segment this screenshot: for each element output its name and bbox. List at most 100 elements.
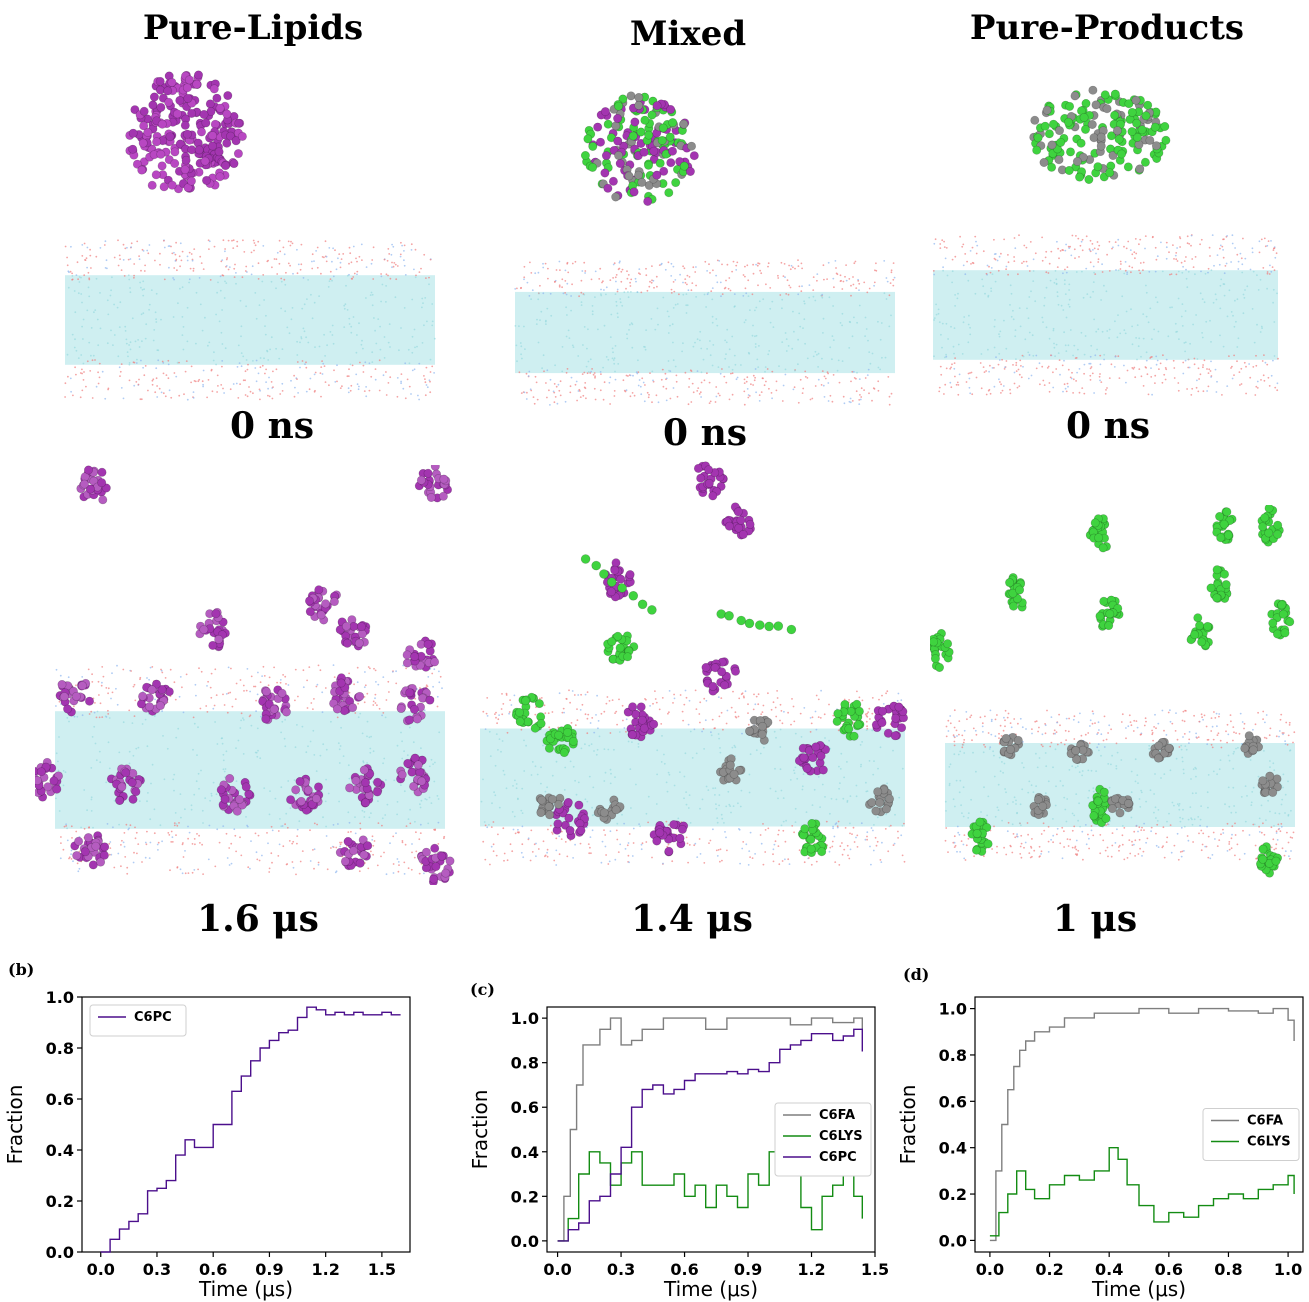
lipid-molecule — [414, 465, 452, 503]
column-title-pure-lipids: Pure-Lipids — [142, 8, 364, 48]
x-tick-label: 0.4 — [1095, 1260, 1123, 1279]
molecule-chain — [580, 554, 657, 615]
membrane-slab — [55, 664, 446, 876]
lipid-molecule — [335, 835, 373, 871]
series-line-c6pc — [557, 1028, 863, 1242]
x-axis-label: Time (μs) — [198, 1277, 293, 1301]
lipid-molecule — [258, 685, 291, 725]
time-label-bottom-1: 1.4 μs — [631, 898, 753, 940]
x-tick-label: 0.3 — [143, 1260, 171, 1279]
lipid-molecule — [76, 465, 111, 505]
x-axis-label: Time (μs) — [1091, 1277, 1186, 1301]
y-tick-label: 1.0 — [511, 1009, 539, 1028]
micelle-products — [1029, 85, 1171, 185]
y-tick-label: 0.6 — [511, 1098, 539, 1117]
chart-c-mixed-fraction: 0.0 0.3 0.6 0.9 1.2 1.5 0.0 0.2 0.4 0.6 0.8 1.0 Time… — [468, 1006, 889, 1301]
column-title-mixed: Mixed — [629, 14, 747, 54]
membrane-slab — [944, 709, 1296, 861]
product-molecule — [542, 723, 579, 758]
snapshot-pure-lipids-0ns — [64, 70, 436, 401]
product-molecule-grey — [1240, 731, 1263, 758]
legend-entry: C6LYS — [1247, 1135, 1291, 1150]
product-molecule — [930, 629, 954, 673]
micelle-lipids — [125, 70, 247, 194]
product-molecule — [1255, 842, 1282, 878]
legend-entry: C6LYS — [819, 1129, 863, 1144]
x-tick-label: 0.6 — [199, 1260, 227, 1279]
product-molecule-grey — [1029, 792, 1051, 820]
product-molecule — [1088, 784, 1114, 828]
x-tick-label: 0.9 — [734, 1260, 762, 1279]
column-title-pure-products: Pure-Products — [969, 8, 1245, 48]
series-line-c6lys — [557, 1128, 863, 1242]
lipid-molecule — [601, 558, 635, 602]
lipid-molecule — [871, 701, 908, 741]
lipid-molecule — [329, 673, 365, 716]
lipid-molecule — [396, 683, 435, 726]
lipid-molecule — [136, 679, 174, 716]
product-molecule — [603, 631, 639, 665]
product-molecule-grey — [1066, 739, 1093, 765]
lipid-molecule — [345, 764, 386, 808]
series-line-c6pc — [100, 1006, 401, 1253]
lipid-molecule — [396, 753, 431, 797]
y-tick-label: 0.0 — [511, 1232, 539, 1251]
product-molecule — [832, 699, 865, 741]
membrane-slab — [514, 259, 896, 406]
product-molecule — [511, 692, 546, 733]
product-molecule-grey — [535, 793, 565, 820]
x-tick-label: 0.0 — [976, 1260, 1004, 1279]
y-tick-label: 0.8 — [46, 1039, 74, 1058]
time-label-top-1: 0 ns — [662, 412, 748, 454]
x-tick-label: 0.6 — [1155, 1260, 1183, 1279]
panel-label-d: (d) — [903, 965, 930, 984]
snapshot-pure-products-1us — [930, 505, 1296, 878]
y-tick-label: 0.2 — [939, 1185, 967, 1204]
lipid-molecule — [693, 461, 728, 501]
product-molecule-grey — [593, 795, 625, 824]
product-molecule — [1095, 595, 1124, 631]
legend: C6FA C6LYS C6PC — [774, 1102, 872, 1177]
lipid-molecule — [55, 678, 94, 717]
lipid-molecule — [286, 774, 324, 815]
legend-entry: C6PC — [134, 1010, 172, 1025]
panel-label-c: (c) — [470, 980, 495, 999]
lipid-molecule — [335, 615, 371, 651]
time-label-top-0: 0 ns — [229, 405, 315, 447]
plot-frame — [81, 996, 411, 1253]
product-molecule-grey — [1257, 771, 1282, 798]
y-tick-label: 0.2 — [511, 1187, 539, 1206]
lipid-molecule — [701, 657, 740, 696]
y-tick-label: 0.8 — [939, 1046, 967, 1065]
product-molecule — [1085, 514, 1111, 553]
plot-frame — [546, 1006, 876, 1253]
y-tick-label: 1.0 — [939, 1000, 967, 1019]
lipid-molecule — [623, 702, 659, 742]
snapshot-mixed-0ns — [514, 91, 896, 406]
y-axis-label: Fraction — [896, 1085, 920, 1165]
time-label-bottom-2: 1 μs — [1052, 898, 1138, 940]
x-tick-label: 1.2 — [311, 1260, 339, 1279]
x-tick-label: 1.2 — [797, 1260, 825, 1279]
snapshot-pure-products-0ns — [932, 85, 1279, 396]
y-tick-label: 0.4 — [46, 1141, 74, 1160]
x-tick-label: 0.6 — [670, 1260, 698, 1279]
product-molecule-grey — [1148, 737, 1175, 763]
product-molecule — [1212, 507, 1237, 545]
panel-label-b: (b) — [8, 960, 35, 979]
membrane-slab — [932, 234, 1279, 396]
lipid-molecule — [216, 773, 255, 816]
lipid-molecule — [416, 843, 455, 885]
lipid-molecule — [402, 636, 440, 672]
chart-d-products-fraction: 0.0 0.2 0.4 0.6 0.8 1.0 0.0 0.2 0.4 0.6 0.8 1.0 Time… — [896, 996, 1304, 1301]
lipid-molecule — [304, 585, 341, 625]
lipid-molecule — [649, 820, 689, 857]
series-line-c6fa — [989, 1007, 1295, 1242]
lipid-molecule — [70, 831, 110, 870]
molecule-chain — [716, 609, 797, 635]
product-molecule — [1004, 573, 1027, 612]
lipid-molecule — [551, 797, 590, 841]
legend-entry: C6FA — [1247, 1114, 1283, 1129]
product-molecule — [1186, 613, 1214, 651]
y-axis-label: Fraction — [468, 1090, 492, 1170]
